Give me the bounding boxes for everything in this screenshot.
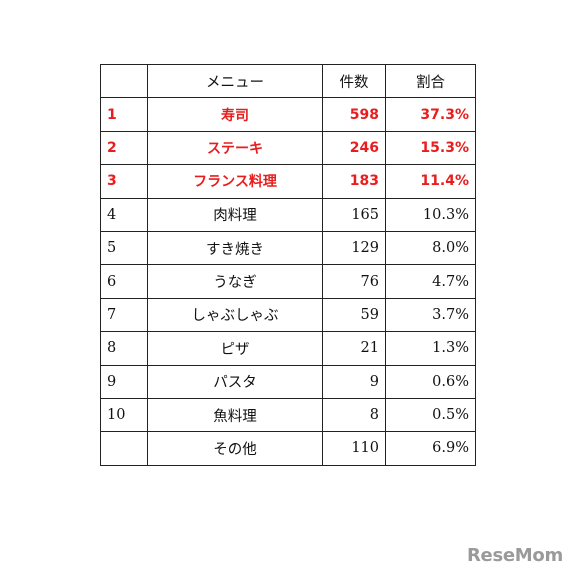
count-cell: 9: [322, 364, 386, 399]
ratio-cell: 10.3%: [385, 197, 476, 232]
menu-cell: しゃぶしゃぶ: [147, 297, 323, 333]
menu-cell: ピザ: [147, 331, 323, 366]
ranking-table: メニュー 件数 割合 1 寿司 598 37.3% 2 ステーキ 246 15.3% 3 フランス…: [100, 63, 476, 466]
rank-cell: 9: [100, 364, 148, 399]
table-row: 2 ステーキ 246 15.3%: [100, 130, 476, 166]
count-cell: 598: [322, 97, 386, 132]
count-cell: 183: [322, 164, 386, 199]
resemom-logo: ReseMom: [467, 545, 563, 566]
menu-cell: フランス料理: [147, 164, 323, 199]
menu-cell: 寿司: [147, 97, 323, 132]
ratio-cell: 4.7%: [385, 264, 476, 299]
rank-cell: 1: [100, 97, 148, 132]
count-cell: 76: [322, 264, 386, 299]
ratio-cell: 0.6%: [385, 364, 476, 399]
rank-cell: 5: [100, 230, 148, 266]
count-cell: 165: [322, 197, 386, 232]
count-cell: 59: [322, 297, 386, 333]
table-row: 10 魚料理 8 0.5%: [100, 397, 476, 433]
resemom-logo-text: ReseMom: [467, 545, 563, 566]
menu-cell: すき焼き: [147, 230, 323, 266]
table-row: 8 ピザ 21 1.3%: [100, 331, 476, 366]
table-row: 1 寿司 598 37.3%: [100, 97, 476, 132]
count-cell: 8: [322, 397, 386, 433]
menu-cell: うなぎ: [147, 264, 323, 299]
menu-cell: パスタ: [147, 364, 323, 399]
ratio-cell: 3.7%: [385, 297, 476, 333]
table-header-row: メニュー 件数 割合: [100, 63, 476, 99]
ratio-cell: 11.4%: [385, 164, 476, 199]
rank-cell: 2: [100, 130, 148, 166]
ratio-cell: 15.3%: [385, 130, 476, 166]
menu-cell: ステーキ: [147, 130, 323, 166]
rank-cell: [100, 431, 148, 466]
rank-cell: 6: [100, 264, 148, 299]
rank-cell: 8: [100, 331, 148, 366]
rank-cell: 3: [100, 164, 148, 199]
rank-cell: 7: [100, 297, 148, 333]
count-cell: 21: [322, 331, 386, 366]
table-row: 3 フランス料理 183 11.4%: [100, 164, 476, 199]
menu-cell: 肉料理: [147, 197, 323, 232]
header-ratio: 割合: [385, 63, 476, 99]
count-cell: 246: [322, 130, 386, 166]
ratio-cell: 37.3%: [385, 97, 476, 132]
table-row: 6 うなぎ 76 4.7%: [100, 264, 476, 299]
ratio-cell: 6.9%: [385, 431, 476, 466]
table-row: 7 しゃぶしゃぶ 59 3.7%: [100, 297, 476, 333]
table-row: 9 パスタ 9 0.6%: [100, 364, 476, 399]
count-cell: 110: [322, 431, 386, 466]
rank-cell: 4: [100, 197, 148, 232]
header-menu: メニュー: [147, 63, 323, 99]
header-count: 件数: [322, 63, 386, 99]
table-row: 4 肉料理 165 10.3%: [100, 197, 476, 232]
table-row: 5 すき焼き 129 8.0%: [100, 230, 476, 266]
menu-cell: その他: [147, 431, 323, 466]
ratio-cell: 1.3%: [385, 331, 476, 366]
menu-cell: 魚料理: [147, 397, 323, 433]
ratio-cell: 0.5%: [385, 397, 476, 433]
rank-cell: 10: [100, 397, 148, 433]
ratio-cell: 8.0%: [385, 230, 476, 266]
table-row: その他 110 6.9%: [100, 431, 476, 466]
count-cell: 129: [322, 230, 386, 266]
header-rank: [100, 63, 148, 99]
